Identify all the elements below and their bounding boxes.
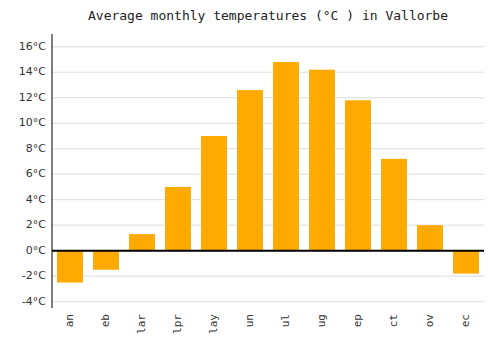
x-tick-label: eb: [99, 314, 112, 327]
grid-line: [52, 97, 484, 98]
x-tick-label: lar: [135, 314, 148, 334]
grid-line: [52, 123, 484, 124]
x-tick-label: ep: [351, 314, 364, 327]
bars: [57, 62, 479, 282]
x-tick-label: un: [243, 314, 256, 327]
y-tick-label: 14°C: [19, 65, 46, 78]
grid-line: [52, 174, 484, 175]
x-tick-label: ug: [315, 314, 328, 327]
grid-line: [52, 276, 484, 277]
y-tick-label: 10°C: [19, 116, 46, 129]
bar: [237, 90, 263, 251]
y-tick-label: 8°C: [26, 142, 46, 155]
x-tick-label: ec: [459, 314, 472, 327]
bar: [309, 70, 335, 251]
grid-line: [52, 72, 484, 73]
x-axis-labels: an eb lar lpr lay un ul ug ep ct ov ec: [63, 314, 472, 334]
y-tick-label: 0°C: [26, 244, 46, 257]
x-tick-label: an: [63, 314, 76, 327]
bar: [381, 159, 407, 251]
x-tick-label: ul: [279, 314, 292, 327]
x-tick-label: lay: [207, 314, 220, 334]
bar: [93, 251, 119, 270]
grid-line: [52, 46, 484, 47]
page: {"chart_data": {"type": "bar", "title": …: [0, 0, 500, 350]
bar: [453, 251, 479, 274]
chart-title: Average monthly temperatures (°C ) in Va…: [88, 8, 448, 23]
bar: [57, 251, 83, 283]
grid-line: [52, 301, 484, 302]
chart-svg: -4°C -2°C 0°C 2°C 4°C 6°C 8°C 10°C 12°C 14°C 16°C a…: [0, 0, 500, 350]
bar: [273, 62, 299, 251]
grid: [52, 47, 484, 302]
y-tick-label: 16°C: [19, 40, 46, 53]
y-tick-label: -4°C: [22, 295, 46, 308]
y-tick-label: 12°C: [19, 91, 46, 104]
x-tick-label: ct: [387, 314, 400, 327]
grid-line: [52, 199, 484, 200]
bar: [129, 234, 155, 251]
bar: [165, 187, 191, 251]
y-tick-label: 6°C: [26, 167, 46, 180]
y-axis-labels: -4°C -2°C 0°C 2°C 4°C 6°C 8°C 10°C 12°C 14°C 16°C: [19, 40, 46, 308]
y-tick-label: 2°C: [26, 218, 46, 231]
zero-line: [52, 250, 484, 252]
bar: [345, 100, 371, 250]
y-tick-label: -2°C: [22, 269, 46, 282]
y-axis-line: [52, 34, 53, 308]
bar: [201, 136, 227, 251]
x-tick-label: lpr: [171, 314, 184, 334]
grid-line: [52, 148, 484, 149]
y-tick-label: 4°C: [26, 193, 46, 206]
chart-container: -4°C -2°C 0°C 2°C 4°C 6°C 8°C 10°C 12°C 14°C 16°C a…: [0, 0, 500, 350]
x-tick-label: ov: [423, 314, 436, 328]
bar: [417, 225, 443, 250]
grid-line: [52, 250, 484, 251]
